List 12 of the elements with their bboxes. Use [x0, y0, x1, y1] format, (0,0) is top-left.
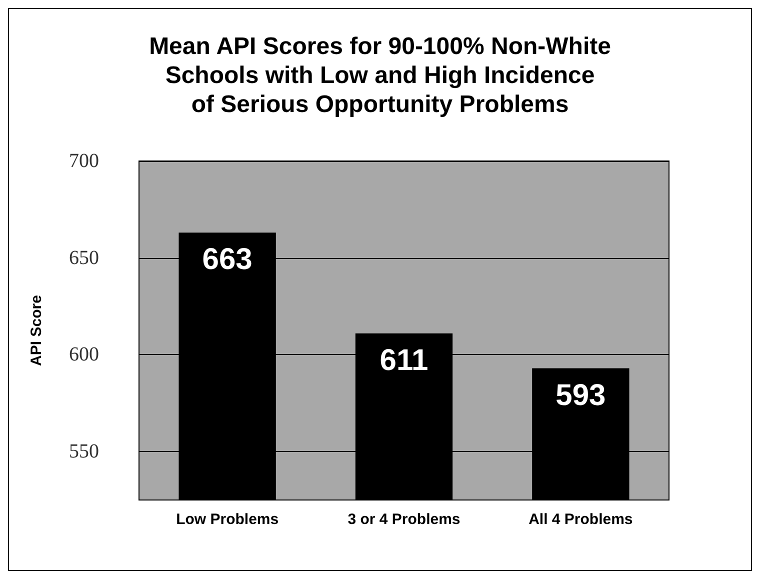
x-tick-label: Low Problems: [176, 511, 279, 528]
x-tick-label: All 4 Problems: [528, 511, 633, 528]
x-tick-label: 3 or 4 Problems: [348, 511, 460, 528]
y-axis-title: API Score: [28, 295, 45, 366]
data-label: 611: [380, 344, 428, 377]
y-tick-label: 650: [69, 246, 99, 269]
chart-title: Mean API Scores for 90-100% Non-White Schools with Low and High Incidence of Serious Opportunity Problems: [149, 33, 611, 118]
data-label: 593: [556, 378, 606, 412]
data-label: 663: [202, 243, 252, 276]
y-tick-label: 550: [69, 440, 99, 463]
y-tick-label: 600: [69, 344, 99, 366]
y-tick-label: 700: [69, 150, 99, 172]
